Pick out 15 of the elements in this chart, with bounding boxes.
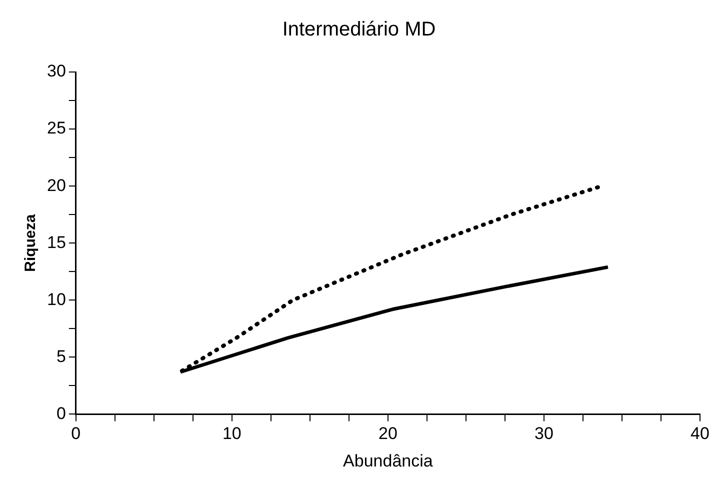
y-tick-label: 30 (46, 62, 66, 81)
y-axis-title: Riqueza (22, 214, 40, 272)
x-tick-label: 0 (71, 424, 81, 444)
x-tick-label: 40 (690, 424, 710, 444)
x-tick-label: 20 (378, 424, 398, 444)
y-tick-label: 20 (46, 176, 66, 195)
x-tick-label: 30 (534, 424, 554, 444)
chart-title: Intermediário MD (282, 18, 436, 41)
y-tick-label: 10 (46, 290, 66, 309)
y-tick-label: 15 (46, 232, 66, 252)
x-tick-label: 10 (222, 424, 242, 444)
x-axis-title: Abundância (343, 451, 434, 470)
y-tick-label: 0 (56, 404, 66, 423)
y-tick-label: 25 (46, 118, 66, 138)
y-tick-label: 5 (56, 346, 66, 366)
